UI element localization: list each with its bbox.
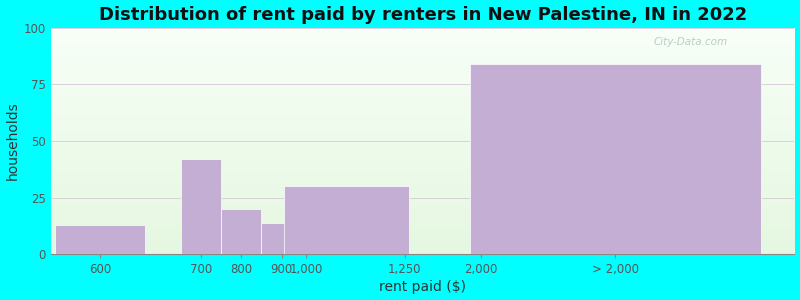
Bar <box>284 186 410 254</box>
X-axis label: rent paid ($): rent paid ($) <box>379 280 466 294</box>
Title: Distribution of rent paid by renters in New Palestine, IN in 2022: Distribution of rent paid by renters in … <box>98 6 746 24</box>
Bar <box>470 64 761 254</box>
Text: City-Data.com: City-Data.com <box>653 37 727 47</box>
Bar <box>181 159 221 254</box>
Y-axis label: households: households <box>6 102 19 180</box>
Bar <box>262 223 302 254</box>
Bar <box>221 209 262 254</box>
Bar <box>55 225 145 254</box>
